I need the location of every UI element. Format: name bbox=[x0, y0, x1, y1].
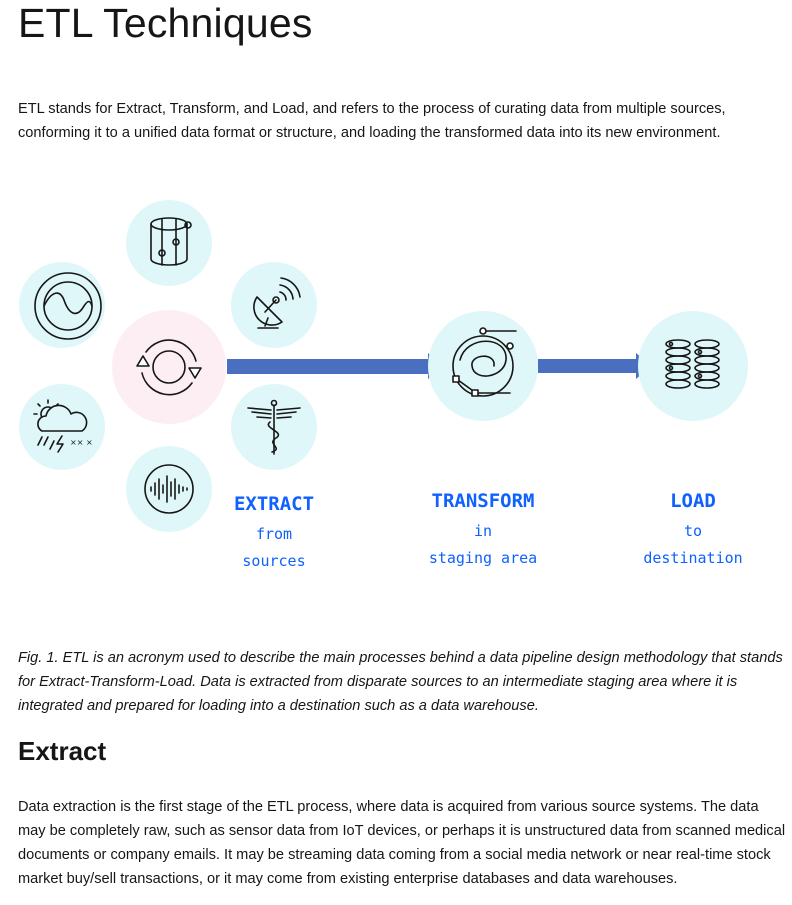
section-heading-extract: Extract bbox=[18, 736, 107, 766]
page-title: ETL Techniques bbox=[18, 0, 313, 46]
extract-to-transform-arrow bbox=[227, 353, 442, 379]
extract-paragraph: Data extraction is the first stage of th… bbox=[18, 799, 786, 887]
stage-title-transform: TRANSFORM bbox=[432, 490, 535, 512]
figure-caption: Fig. 1. ETL is an acronym used to descri… bbox=[18, 650, 783, 714]
svg-text:×× ×: ×× × bbox=[70, 438, 93, 447]
sync-hub-icon bbox=[112, 310, 226, 424]
stage-line2-transform: staging area bbox=[429, 549, 537, 567]
stage-line1-load: to bbox=[684, 522, 702, 540]
transform-process-icon bbox=[428, 311, 538, 421]
stage-title-extract: EXTRACT bbox=[234, 493, 314, 515]
satellite-dish-icon bbox=[231, 262, 317, 348]
database-cylinder-icon bbox=[126, 200, 212, 286]
intro-paragraph: ETL stands for Extract, Transform, and L… bbox=[18, 101, 726, 141]
stage-line1-transform: in bbox=[474, 522, 492, 540]
etl-diagram: ×× × bbox=[19, 200, 748, 570]
stage-line2-load: destination bbox=[643, 549, 742, 567]
audio-waveform-icon bbox=[126, 446, 212, 532]
stage-title-load: LOAD bbox=[670, 490, 716, 512]
weather-storm-icon: ×× × bbox=[19, 384, 105, 470]
sine-wave-icon bbox=[19, 262, 105, 348]
data-store-icon bbox=[638, 311, 748, 421]
transform-to-load-arrow bbox=[538, 353, 651, 379]
stage-line1-extract: from bbox=[256, 525, 292, 543]
stage-line2-extract: sources bbox=[242, 552, 305, 570]
caduceus-icon bbox=[231, 384, 317, 470]
